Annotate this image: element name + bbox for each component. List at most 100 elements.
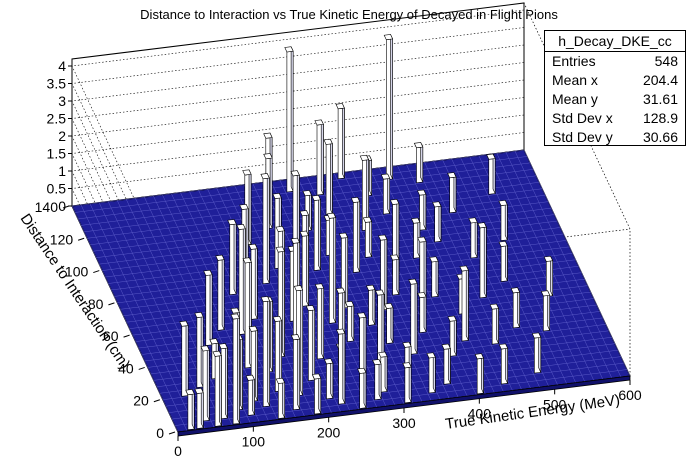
stats-value: 548 [654, 53, 678, 69]
bar-top-face [384, 302, 394, 309]
stats-label: Std Dev y [552, 129, 613, 145]
floor-gridline-y [74, 156, 528, 213]
bar-side-face [504, 241, 508, 281]
floor-gridline-x [397, 165, 504, 392]
lego-bar [429, 256, 439, 298]
lego-bar [540, 290, 551, 332]
lego-bar [486, 153, 496, 195]
lego-bar [302, 190, 312, 232]
bar-top-face [275, 377, 286, 384]
floor-gridline-x [89, 203, 197, 430]
floor-gridline-y [114, 240, 567, 297]
x-tick-label: 100 [242, 434, 266, 450]
bar-side-face [219, 350, 222, 426]
bar-side-face [321, 283, 325, 359]
lego-bar [510, 287, 521, 329]
bar-side-face [225, 343, 228, 419]
bar-side-face [270, 296, 273, 372]
bar-top-face [335, 287, 346, 294]
floor-gridline-y [129, 272, 582, 329]
lego-bar [260, 296, 271, 408]
floor-gridline-y [174, 369, 628, 426]
lego-bar [350, 196, 361, 273]
bar-side-face [423, 189, 427, 230]
bar-side-face [504, 200, 508, 241]
bar-top-face [531, 332, 542, 339]
y-tick-label: 120 [50, 231, 74, 247]
floor-gridline-x [523, 149, 631, 377]
bar-top-face [290, 170, 300, 177]
stats-value: 31.61 [642, 91, 678, 107]
chart-title: Distance to Interaction vs True Kinetic … [140, 7, 558, 22]
stats-label: Entries [552, 53, 596, 69]
lego-bar [468, 217, 478, 259]
stats-title: h_Decay_DKE_cc [545, 31, 685, 52]
stats-row: Std Dev y 30.66 [545, 128, 685, 147]
lego-bar [474, 353, 484, 395]
z-tick-label: 2.5 [47, 111, 67, 127]
lego-bar [498, 343, 509, 385]
floor-gridline-y [171, 362, 624, 420]
lego-bar [383, 34, 394, 181]
lego-bar [417, 189, 427, 231]
bar-side-face [269, 153, 273, 229]
bar-top-face [290, 237, 301, 244]
bar-side-face [396, 254, 400, 295]
lego-bar [531, 332, 542, 374]
bar-top-face [272, 315, 283, 322]
bar-top-face [236, 223, 246, 230]
floor-gridline-y [87, 182, 540, 239]
bar-side-face [185, 320, 189, 396]
bar-top-face [230, 313, 240, 320]
bar-top-face [284, 46, 294, 53]
bar-top-face [272, 192, 282, 199]
bar-top-face [242, 169, 252, 176]
lego-bar [185, 389, 195, 431]
bar-side-face [282, 246, 285, 357]
bar-top-face [474, 353, 484, 360]
bar-top-face [215, 254, 225, 261]
bar-side-face [505, 343, 508, 384]
bar-top-face [378, 234, 388, 241]
bar-side-face [369, 216, 373, 257]
bar-top-face [411, 217, 421, 224]
y-tick-mark [123, 334, 130, 338]
bar-side-face [248, 169, 252, 245]
bar-side-face [483, 222, 487, 298]
bar-side-face [414, 278, 418, 354]
bar-top-face [227, 219, 237, 226]
bar-side-face [333, 212, 337, 323]
floor-gridline-x [487, 154, 595, 381]
floor-gridline-x [80, 204, 188, 431]
bar-top-face [417, 189, 427, 196]
bar-side-face [300, 285, 304, 396]
bar-side-face [438, 201, 442, 242]
y-tick-label: 40 [118, 360, 134, 376]
y-tick-label: 0 [156, 425, 164, 441]
bar-side-face [492, 153, 496, 194]
lego-bar [344, 300, 355, 343]
lego-bar [284, 46, 294, 193]
bar-top-face [408, 278, 418, 285]
lego-bar [380, 173, 391, 215]
bar-side-face [237, 313, 240, 424]
bar-side-face [318, 195, 321, 270]
bar-top-face [242, 257, 252, 264]
bar-top-face [375, 289, 385, 296]
bar-top-face [194, 311, 204, 318]
bar-side-face [206, 345, 210, 421]
bar-top-face [365, 284, 376, 291]
stats-value: 204.4 [642, 72, 678, 88]
bar-side-face [351, 301, 355, 342]
bar-top-face [299, 230, 309, 237]
lego-bar [390, 254, 400, 296]
y-tick-mark [108, 302, 115, 306]
z-tick-label: 0 [58, 198, 66, 214]
bar-side-face [363, 368, 367, 408]
bar-top-face [357, 312, 367, 319]
bar-top-face [432, 201, 442, 208]
lego-bar [426, 352, 436, 394]
y-tick-label: 140 [35, 199, 59, 215]
bar-side-face [408, 362, 412, 403]
